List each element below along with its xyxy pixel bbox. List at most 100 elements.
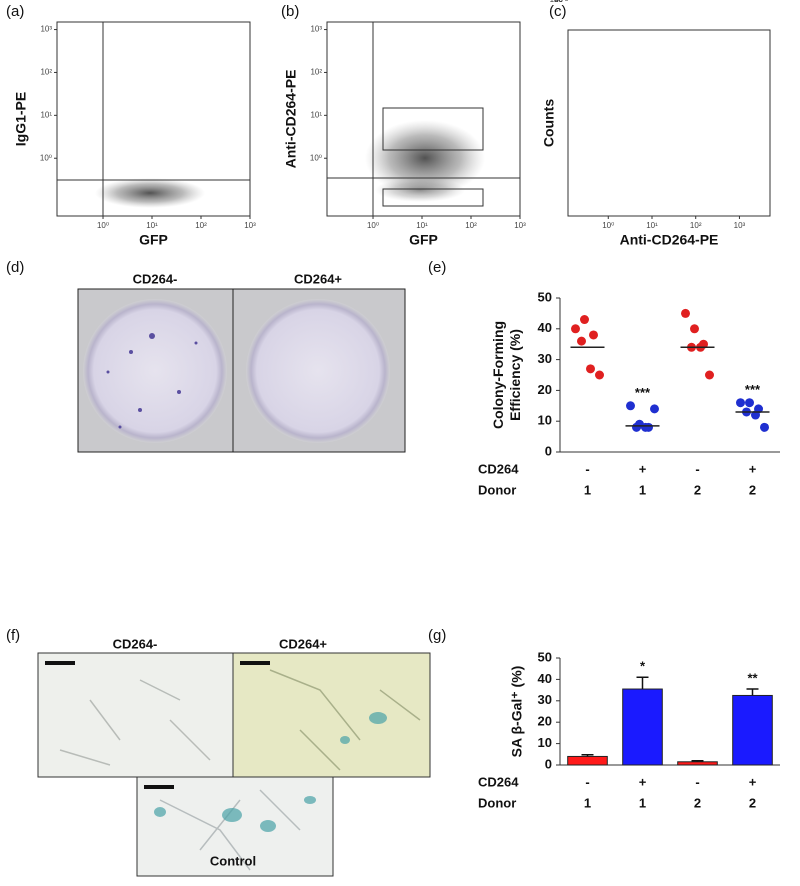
y-tick-label: 40 (554, 0, 563, 4)
dot (641, 422, 650, 432)
y-tick-label: 40 (538, 320, 552, 335)
x-tick-label: 1 (584, 795, 591, 810)
bar (677, 761, 718, 766)
x-tick-label: 10¹ (416, 221, 428, 230)
micrograph (37, 652, 234, 778)
dish (83, 299, 227, 443)
x-tick-label: 10² (465, 221, 477, 230)
plot-frame (56, 21, 251, 217)
x-tick-label: + (749, 461, 757, 476)
dot (736, 398, 745, 408)
error-bar (636, 676, 649, 690)
y-tick-label: 10 (538, 413, 552, 428)
dot (751, 410, 760, 420)
y-tick-label: 0 (545, 756, 552, 771)
colonies (106, 333, 198, 429)
x-tick-label: 10⁰ (602, 221, 614, 230)
dot (571, 324, 580, 334)
x-tick-label: - (585, 774, 589, 789)
x-tick-label: 2 (694, 795, 701, 810)
x-tick-label: 1 (639, 795, 646, 810)
dot (760, 422, 769, 432)
y-axis-label: Efficiency (%) (507, 329, 523, 421)
y-tick-label: 100 (550, 0, 564, 4)
x-tick-label: 1 (639, 482, 646, 497)
scale-bar (240, 661, 270, 665)
dot (595, 370, 604, 380)
dot (705, 370, 714, 380)
stained-cells (154, 712, 387, 832)
panel-label: (c) (549, 3, 567, 20)
y-axis-label: IgG1-PE (13, 92, 29, 146)
x-tick-label: 2 (749, 482, 756, 497)
cell-cloud (375, 178, 465, 202)
x-tick-label: 10¹ (146, 221, 158, 230)
dot (626, 401, 635, 411)
significance: * (640, 659, 646, 674)
x-tick-label: - (585, 461, 589, 476)
bar (622, 688, 663, 766)
micrograph (136, 776, 334, 877)
y-tick-label: 10⁰ (40, 153, 52, 162)
dot (577, 336, 586, 346)
error-bar (581, 753, 594, 757)
cells (59, 669, 421, 871)
y-tick-label: 10 (538, 735, 552, 750)
significance: *** (635, 385, 651, 400)
dot (650, 404, 659, 414)
x-tick-label: 10³ (244, 221, 256, 230)
y-tick-label: 0 (559, 0, 564, 4)
panel-label: (d) (6, 259, 24, 276)
x-tick-label: + (639, 774, 647, 789)
y-tick-label: 20 (538, 714, 552, 729)
photo-label: CD264+ (279, 636, 327, 651)
plot-frame (567, 29, 771, 217)
x-axis-label: GFP (139, 232, 168, 248)
dot (632, 422, 641, 432)
panel-label: (f) (6, 627, 20, 644)
y-tick-label: 10³ (310, 25, 322, 34)
bar (567, 755, 608, 766)
y-axis-label: Anti-CD264-PE (283, 70, 299, 169)
y-tick-label: 0 (545, 443, 552, 458)
y-tick-label: 30 (538, 692, 552, 707)
y-axis-label: Counts (541, 99, 557, 147)
y-axis-label: SA β-Gal⁺ (%) (509, 666, 525, 758)
x-axis-label: Anti-CD264-PE (620, 232, 719, 248)
dot (690, 324, 699, 334)
significance: ** (747, 670, 758, 685)
micrograph (232, 652, 431, 778)
scale-bar (144, 785, 174, 789)
y-axis-label: Colony-Forming (490, 321, 506, 429)
photo-label: Control (210, 853, 256, 868)
y-tick-label: 50 (538, 289, 552, 304)
x-tick-label: 1 (584, 482, 591, 497)
x-tick-label: 10² (690, 221, 702, 230)
photo-label: CD264- (113, 636, 158, 651)
y-tick-label: 80 (554, 0, 563, 4)
x-tick-label: 10¹ (646, 221, 658, 230)
x-tick-label: 10³ (734, 221, 746, 230)
gate (382, 188, 484, 207)
y-tick-label: 30 (538, 351, 552, 366)
x-tick-label: + (639, 461, 647, 476)
y-tick-label: 10⁰ (310, 153, 322, 162)
panel-label: (e) (428, 259, 446, 276)
y-tick-label: 10³ (40, 25, 52, 34)
row-label: CD264 (478, 461, 519, 476)
plot-frame (326, 21, 521, 217)
cell-cloud (365, 120, 485, 196)
y-tick-label: 10² (310, 68, 322, 77)
y-tick-label: 20 (538, 382, 552, 397)
x-tick-label: 10² (195, 221, 207, 230)
dot (580, 315, 589, 325)
dish (246, 299, 390, 443)
x-tick-label: 10⁰ (97, 221, 109, 230)
cell-cloud (95, 178, 205, 208)
scale-bar (45, 661, 75, 665)
panel-label: (g) (428, 627, 446, 644)
row-label: CD264 (478, 774, 519, 789)
y-tick-label: 20 (554, 0, 563, 4)
x-axis-label: GFP (409, 232, 438, 248)
